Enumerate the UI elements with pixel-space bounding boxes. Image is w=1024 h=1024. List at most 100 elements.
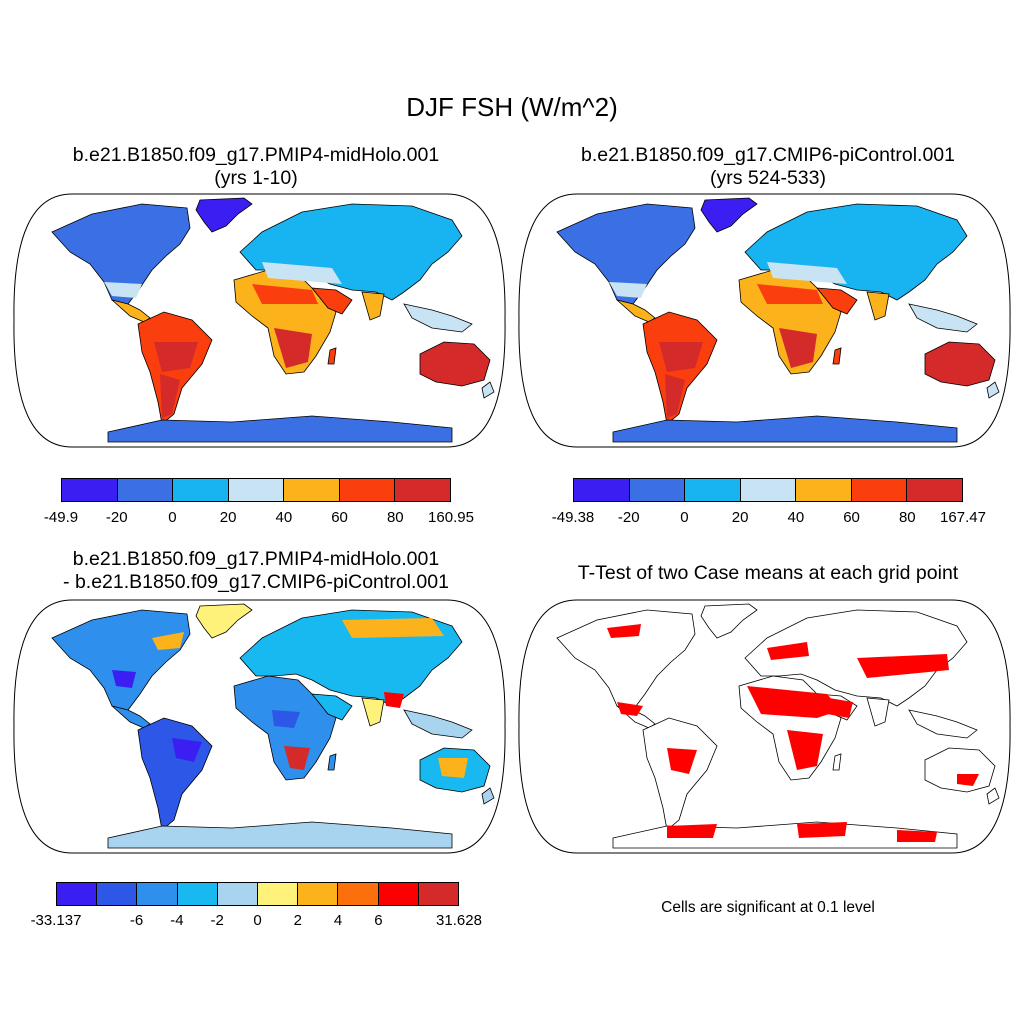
value-patch bbox=[152, 632, 184, 650]
value-patch bbox=[272, 710, 300, 728]
value-patch bbox=[104, 282, 142, 298]
colorbar-label: 31.628 bbox=[436, 912, 482, 929]
landmass-nz bbox=[986, 787, 1000, 805]
colorbar-label: 167.47 bbox=[940, 509, 986, 526]
colorbar-box bbox=[378, 883, 419, 905]
value-patch bbox=[757, 284, 823, 304]
value-patch bbox=[112, 670, 136, 688]
panel-2-title: b.e21.B1850.f09_g17.CMIP6-piControl.001 … bbox=[512, 144, 1024, 190]
panel-4-title-line1: T-Test of two Case means at each grid po… bbox=[577, 562, 959, 584]
value-patch bbox=[262, 262, 342, 284]
colorbar-label: 60 bbox=[843, 509, 860, 526]
value-patch bbox=[252, 284, 318, 304]
colorbar-label: -49.38 bbox=[551, 509, 595, 526]
panel-1-title-line1: b.e21.B1850.f09_g17.PMIP4-midHolo.001 bbox=[72, 144, 440, 166]
colorbar-box bbox=[217, 883, 259, 905]
colorbar-box bbox=[97, 883, 138, 905]
colorbar-label: -20 bbox=[617, 509, 640, 526]
colorbar-box bbox=[685, 479, 741, 501]
colorbar-label: 40 bbox=[275, 509, 293, 526]
colorbar-panel-3 bbox=[56, 882, 459, 906]
colorbar-label: 4 bbox=[333, 912, 343, 929]
colorbar-label: 2 bbox=[293, 912, 302, 929]
landmass-greenland bbox=[700, 197, 758, 233]
colorbar-box bbox=[62, 479, 118, 501]
value-patch bbox=[767, 262, 847, 284]
colorbar-labels-panel-1: -49.9 -20 0 20 40 60 80 160.95 bbox=[44, 509, 474, 529]
colorbar-label: 80 bbox=[386, 509, 404, 526]
colorbar-label: -2 bbox=[210, 912, 224, 929]
colorbar-box bbox=[395, 479, 451, 501]
colorbar-box bbox=[339, 479, 396, 501]
map-boundary bbox=[13, 599, 506, 854]
panel-3-title: b.e21.B1850.f09_g17.PMIP4-midHolo.001 - … bbox=[0, 548, 512, 594]
value-patch bbox=[342, 618, 444, 638]
value-patch bbox=[767, 642, 809, 660]
colorbar-box bbox=[258, 883, 299, 905]
landmass-nz bbox=[481, 787, 495, 805]
landmass-namerica bbox=[51, 203, 191, 305]
colorbar-panel-1 bbox=[61, 478, 451, 502]
landmass-namerica bbox=[556, 609, 696, 711]
colorbar-box bbox=[117, 479, 174, 501]
value-patch bbox=[609, 282, 647, 298]
landmass-greenland bbox=[195, 197, 253, 233]
panel-3-title-line2: - b.e21.B1850.f09_g17.CMIP6-piControl.00… bbox=[63, 571, 449, 593]
landmass-africa bbox=[233, 675, 337, 781]
value-patch bbox=[384, 692, 404, 708]
value-patch bbox=[154, 342, 198, 372]
colorbar-box bbox=[137, 883, 178, 905]
value-patch bbox=[797, 822, 847, 838]
colorbar-label: -20 bbox=[105, 509, 128, 526]
value-patch bbox=[274, 328, 312, 368]
colorbar-label: 160.95 bbox=[428, 509, 474, 526]
landmass-antarctica bbox=[107, 821, 453, 849]
colorbar-label: 0 bbox=[680, 509, 689, 526]
landmass-australia bbox=[924, 747, 996, 793]
landmass-camerica bbox=[111, 705, 151, 729]
landmass-camerica bbox=[111, 299, 151, 323]
value-patch bbox=[617, 702, 643, 716]
value-patch bbox=[284, 746, 310, 770]
value-patch bbox=[607, 624, 641, 638]
landmass-india bbox=[361, 697, 385, 727]
landmass-antarctica bbox=[612, 415, 958, 443]
colorbar-label: 20 bbox=[731, 509, 749, 526]
landmass-antarctica bbox=[107, 415, 453, 443]
figure-title: DJF FSH (W/m^2) bbox=[406, 92, 618, 122]
panel-4-title: T-Test of two Case means at each grid po… bbox=[512, 562, 1024, 585]
landmass-seasia bbox=[908, 303, 978, 333]
colorbar-label: 0 bbox=[253, 912, 262, 929]
landmass-seasia bbox=[403, 709, 473, 739]
value-patch bbox=[779, 328, 817, 368]
landmass-camerica bbox=[616, 299, 656, 323]
value-patch bbox=[857, 654, 949, 678]
value-patch bbox=[667, 748, 697, 774]
colorbar-box bbox=[284, 479, 340, 501]
value-patch bbox=[957, 774, 979, 786]
map-panel-1 bbox=[13, 193, 506, 448]
colorbar-box bbox=[57, 883, 98, 905]
value-patch bbox=[172, 738, 202, 762]
value-patch bbox=[160, 374, 180, 418]
colorbar-label: 20 bbox=[219, 509, 237, 526]
colorbar-box bbox=[418, 883, 459, 905]
landmass-india bbox=[866, 697, 890, 727]
landmass-seasia bbox=[908, 709, 978, 739]
colorbar-labels-panel-2: -49.38 -20 0 20 40 60 80 167.47 bbox=[552, 509, 986, 529]
landmass-india bbox=[361, 291, 385, 321]
landmass-madagascar bbox=[327, 753, 337, 771]
landmass-namerica bbox=[51, 609, 191, 711]
colorbar-panel-2 bbox=[573, 478, 963, 502]
value-patch bbox=[438, 758, 468, 778]
map-boundary bbox=[13, 193, 506, 448]
landmass-greenland bbox=[700, 603, 758, 639]
value-patch bbox=[747, 686, 841, 718]
panel-2-title-line2: (yrs 524-533) bbox=[710, 167, 826, 189]
map-boundary bbox=[518, 193, 1011, 448]
colorbar-label: 6 bbox=[374, 912, 383, 929]
value-patch bbox=[659, 342, 703, 372]
colorbar-box bbox=[228, 479, 285, 501]
landmass-madagascar bbox=[832, 347, 842, 365]
panel-2-title-line1: b.e21.B1850.f09_g17.CMIP6-piControl.001 bbox=[580, 144, 955, 166]
